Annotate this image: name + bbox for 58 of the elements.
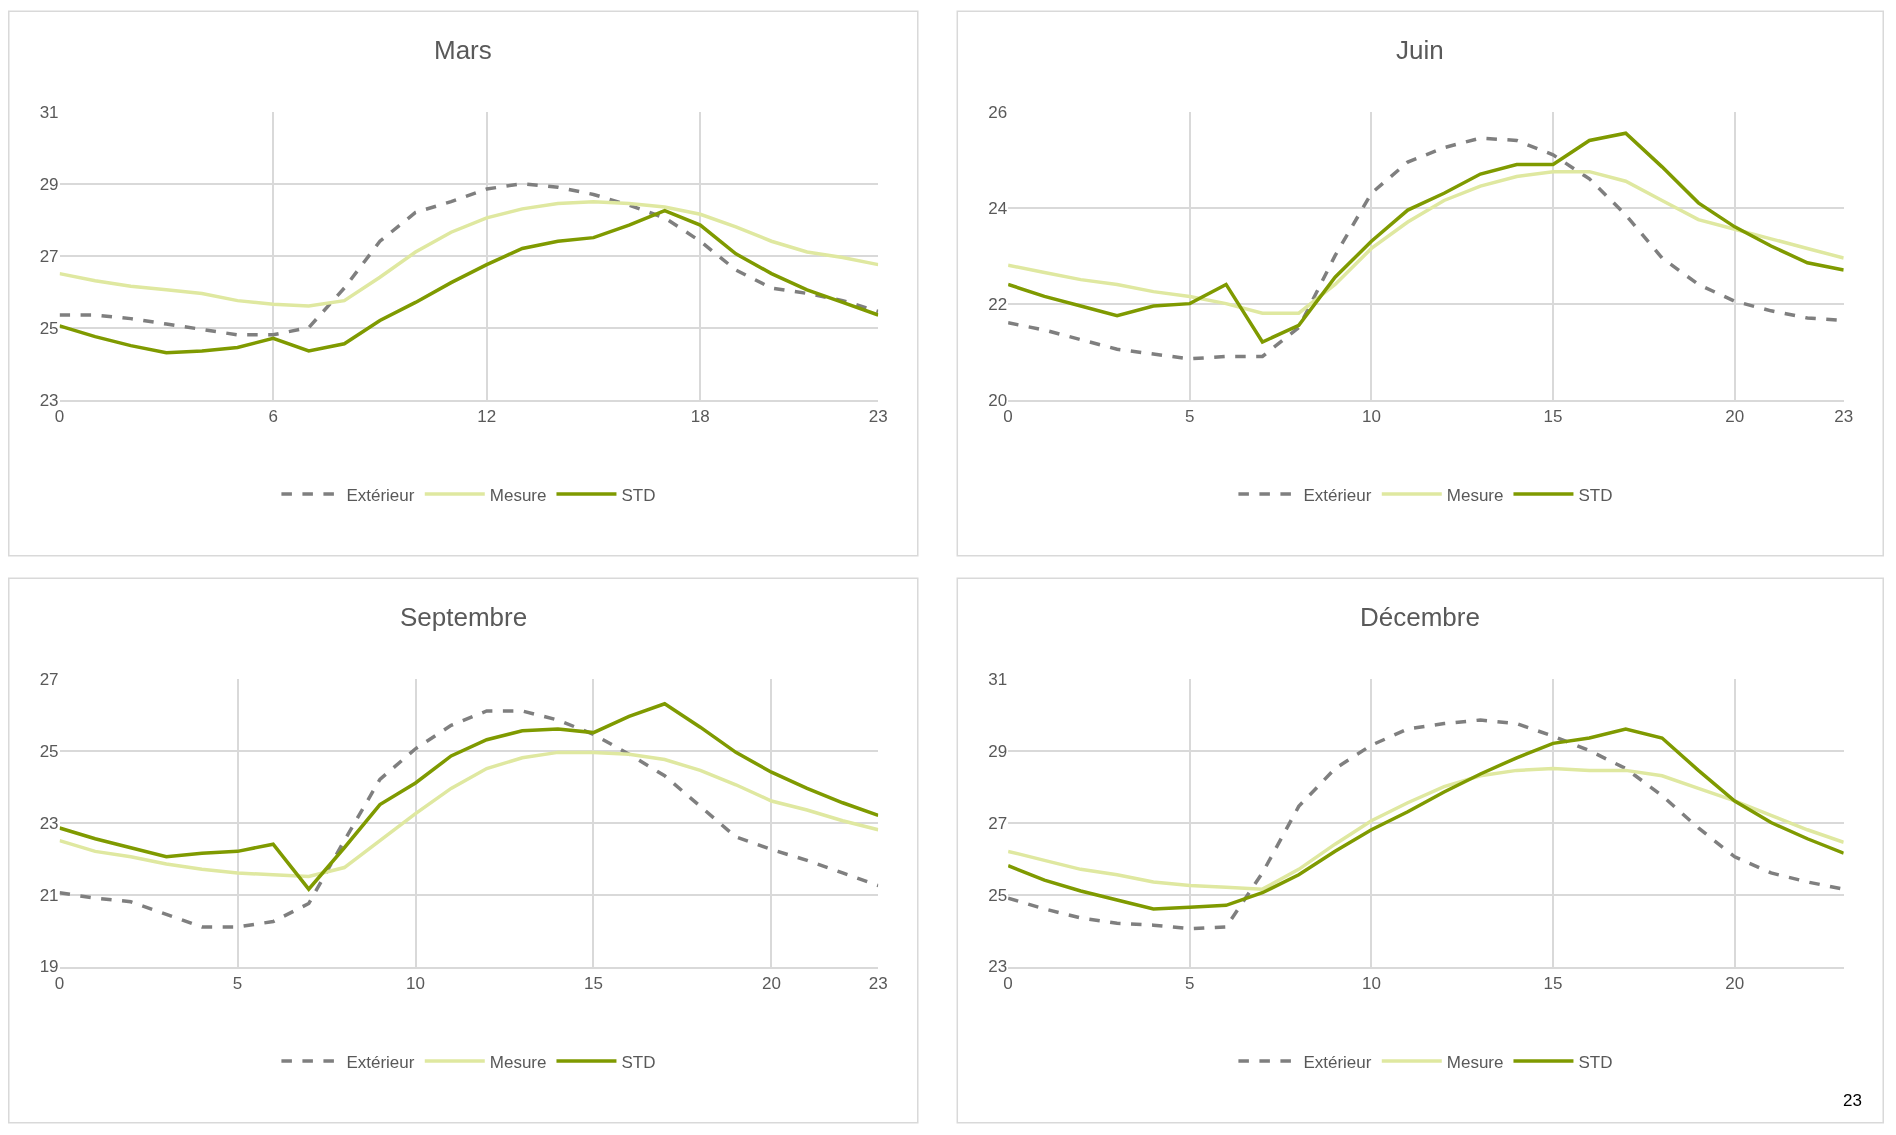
y-tick-label: 25 xyxy=(988,885,1008,905)
y-tick-label: 25 xyxy=(39,318,59,338)
x-tick-label: 15 xyxy=(584,973,603,993)
y-tick-label: 26 xyxy=(988,102,1008,122)
legend-label: Extérieur xyxy=(1303,1052,1372,1072)
y-tick-label: 25 xyxy=(39,741,59,761)
x-tick-label: 23 xyxy=(868,406,888,426)
legend-label: Extérieur xyxy=(346,485,415,505)
y-tick-label: 31 xyxy=(39,102,59,122)
legend-label: STD xyxy=(621,485,656,505)
x-tick-label: 20 xyxy=(1725,973,1745,993)
x-tick-label: 5 xyxy=(1185,406,1195,426)
x-tick-label: 20 xyxy=(762,973,781,993)
line-series xyxy=(1008,169,1844,315)
y-tick-label: 31 xyxy=(988,669,1008,689)
line-series xyxy=(59,702,879,891)
chart-title: Mars xyxy=(434,35,492,65)
line-series xyxy=(59,750,879,879)
chart-title: Décembre xyxy=(1360,602,1480,632)
line-series xyxy=(59,199,879,308)
x-tick-label: 15 xyxy=(1543,406,1563,426)
legend-label: STD xyxy=(1578,485,1613,505)
x-tick-label: 15 xyxy=(1543,973,1563,993)
x-tick-label: 10 xyxy=(406,973,425,993)
x-tick-label: 5 xyxy=(1185,973,1195,993)
x-tick-label: 20 xyxy=(1725,406,1745,426)
chart-title: Septembre xyxy=(400,602,528,632)
line-series xyxy=(59,181,879,337)
line-series xyxy=(59,709,879,929)
x-tick-label: 6 xyxy=(268,406,278,426)
y-tick-label: 21 xyxy=(39,885,59,905)
y-tick-label: 29 xyxy=(988,741,1008,761)
legend-label: Mesure xyxy=(489,485,547,505)
x-tick-label: 5 xyxy=(232,973,243,993)
x-tick-label: 18 xyxy=(690,406,710,426)
text: 23 xyxy=(1843,1091,1862,1110)
x-tick-label: 10 xyxy=(1361,406,1381,426)
legend-label: Extérieur xyxy=(1303,485,1372,505)
y-tick-label: 23 xyxy=(39,813,59,833)
line-series xyxy=(1008,766,1844,891)
legend-label: Extérieur xyxy=(346,1052,415,1072)
legend-label: Mesure xyxy=(489,1052,547,1072)
y-tick-label: 27 xyxy=(39,246,59,266)
legend-label: STD xyxy=(621,1052,656,1072)
y-tick-label: 24 xyxy=(988,198,1008,218)
legend-label: Mesure xyxy=(1446,1052,1504,1072)
y-tick-label: 27 xyxy=(988,813,1008,833)
x-tick-label: 23 xyxy=(868,973,888,993)
legend-label: Mesure xyxy=(1446,485,1504,505)
y-tick-label: 22 xyxy=(988,294,1008,314)
line-series xyxy=(59,208,879,355)
chart-title: Juin xyxy=(1396,35,1444,65)
x-tick-label: 12 xyxy=(477,406,497,426)
legend-label: STD xyxy=(1578,1052,1613,1072)
x-tick-label: 10 xyxy=(1361,973,1381,993)
y-tick-label: 27 xyxy=(39,669,59,689)
y-tick-label: 29 xyxy=(39,174,59,194)
x-tick-label: 23 xyxy=(1834,406,1854,426)
